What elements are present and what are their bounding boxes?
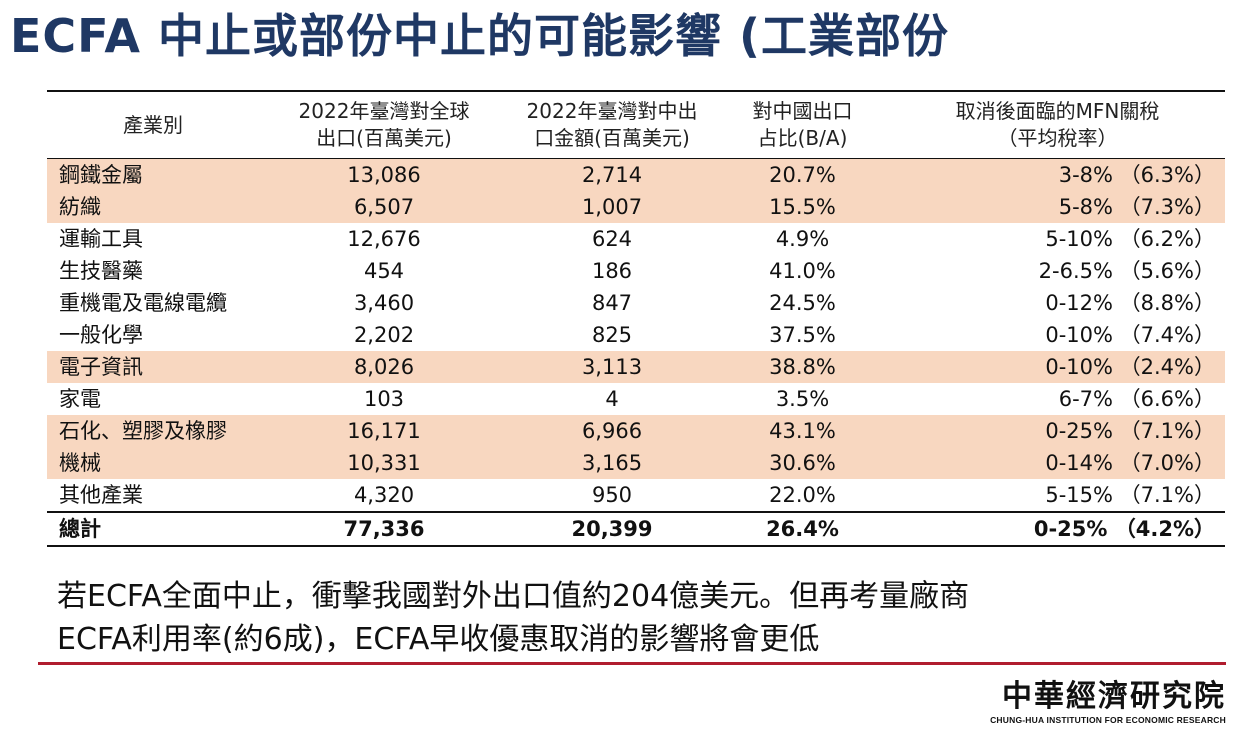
header-china-export: 2022年臺灣對中出 口金額(百萬美元) xyxy=(509,90,715,159)
total-china: 20,399 xyxy=(509,511,715,547)
global-export-cell: 12,676 xyxy=(347,227,421,251)
export-impact-table: 產業別 2022年臺灣對全球 出口(百萬美元) 2022年臺灣對中出 口金額(百… xyxy=(47,90,1225,547)
global-export-cell: 6,507 xyxy=(259,191,509,223)
global-export-cell: 4,320 xyxy=(353,483,415,507)
table-row: 家電 103 4 3.5% 6-7% （6.6%） xyxy=(47,383,1225,415)
china-export-cell: 825 xyxy=(591,323,633,347)
slide-title: ECFA 中止或部份中止的可能影響 (工業部份 xyxy=(10,9,949,63)
header-china-share-line2: 占比(B/A) xyxy=(757,126,848,150)
header-mfn-tariff-line1: 取消後面臨的MFN關稅 xyxy=(955,99,1160,123)
china-export-cell: 186 xyxy=(591,259,633,283)
mfn-tariff-cell: 5-10% （6.2%） xyxy=(1045,227,1215,251)
header-industry: 產業別 xyxy=(47,90,259,159)
china-share-cell: 38.8% xyxy=(715,351,890,383)
mfn-tariff-cell: 5-15% （7.1%） xyxy=(1045,483,1215,507)
china-export-cell: 2,714 xyxy=(509,158,715,191)
header-china-export-line1: 2022年臺灣對中出 xyxy=(526,99,698,123)
industry-cell: 生技醫藥 xyxy=(59,259,143,283)
global-export-cell: 13,086 xyxy=(259,158,509,191)
industry-cell: 機械 xyxy=(47,447,259,479)
global-export-cell: 2,202 xyxy=(353,323,415,347)
global-export-cell: 3,460 xyxy=(353,291,415,315)
china-export-cell: 624 xyxy=(591,227,633,251)
mfn-tariff-cell: 3-8% （6.3%） xyxy=(890,158,1225,191)
table-row: 紡織 6,507 1,007 15.5% 5-8% （7.3%） xyxy=(47,191,1225,223)
global-export-cell: 8,026 xyxy=(259,351,509,383)
table-header-row: 產業別 2022年臺灣對全球 出口(百萬美元) 2022年臺灣對中出 口金額(百… xyxy=(47,90,1225,159)
china-export-cell: 4 xyxy=(605,387,619,411)
global-export-cell: 103 xyxy=(363,387,405,411)
china-share-cell: 37.5% xyxy=(769,323,836,347)
table-row: 鋼鐵金屬 13,086 2,714 20.7% 3-8% （6.3%） xyxy=(47,158,1225,191)
mfn-tariff-cell: 0-10% （7.4%） xyxy=(1045,323,1215,347)
header-china-share: 對中國出口 占比(B/A) xyxy=(715,90,890,159)
table-row: 機械 10,331 3,165 30.6% 0-14% （7.0%） xyxy=(47,447,1225,479)
header-china-share-line1: 對中國出口 xyxy=(752,99,853,123)
table-row: 石化、塑膠及橡膠 16,171 6,966 43.1% 0-25% （7.1%） xyxy=(47,415,1225,447)
china-share-cell: 20.7% xyxy=(715,158,890,191)
header-global-export: 2022年臺灣對全球 出口(百萬美元) xyxy=(259,90,509,159)
total-share: 26.4% xyxy=(715,511,890,547)
global-export-cell: 10,331 xyxy=(259,447,509,479)
table-row: 生技醫藥 454 186 41.0% 2-6.5% （5.6%） xyxy=(47,255,1225,287)
global-export-cell: 16,171 xyxy=(259,415,509,447)
china-export-cell: 950 xyxy=(591,483,633,507)
summary-note: 若ECFA全面中止，衝擊我國對外出口值約204億美元。但再考量廠商 ECFA利用… xyxy=(57,575,1207,661)
mfn-tariff-cell: 5-8% （7.3%） xyxy=(890,191,1225,223)
industry-cell: 家電 xyxy=(59,387,101,411)
china-share-cell: 24.5% xyxy=(769,291,836,315)
table-row: 運輸工具 12,676 624 4.9% 5-10% （6.2%） xyxy=(47,223,1225,255)
summary-note-line1: 若ECFA全面中止，衝擊我國對外出口值約204億美元。但再考量廠商 xyxy=(57,579,970,614)
mfn-tariff-cell: 2-6.5% （5.6%） xyxy=(1038,259,1215,283)
total-row: 總計 77,336 20,399 26.4% 0-25% （4.2%） xyxy=(47,511,1225,547)
industry-cell: 一般化學 xyxy=(59,323,143,347)
china-share-cell: 3.5% xyxy=(775,387,830,411)
header-global-export-line1: 2022年臺灣對全球 xyxy=(298,99,470,123)
china-share-cell: 30.6% xyxy=(715,447,890,479)
industry-cell: 運輸工具 xyxy=(59,227,143,251)
total-name: 總計 xyxy=(47,511,259,547)
header-global-export-line2: 出口(百萬美元) xyxy=(316,126,452,150)
header-mfn-tariff: 取消後面臨的MFN關稅 （平均稅率） xyxy=(890,90,1225,159)
china-export-cell: 3,165 xyxy=(509,447,715,479)
industry-cell: 紡織 xyxy=(47,191,259,223)
mfn-tariff-cell: 0-14% （7.0%） xyxy=(890,447,1225,479)
summary-note-line2: ECFA利用率(約6成)，ECFA早收優惠取消的影響將會更低 xyxy=(57,622,820,657)
mfn-tariff-cell: 6-7% （6.6%） xyxy=(1058,387,1215,411)
industry-cell: 重機電及電線電纜 xyxy=(59,291,227,315)
divider-rule xyxy=(38,662,1226,665)
industry-cell: 石化、塑膠及橡膠 xyxy=(47,415,259,447)
mfn-tariff-cell: 0-10% （2.4%） xyxy=(890,351,1225,383)
china-share-cell: 43.1% xyxy=(715,415,890,447)
china-export-cell: 847 xyxy=(591,291,633,315)
institution-logo-english: CHUNG-HUA INSTITUTION FOR ECONOMIC RESEA… xyxy=(990,715,1226,725)
total-global: 77,336 xyxy=(259,511,509,547)
total-mfn: 0-25% （4.2%） xyxy=(890,511,1225,547)
china-export-cell: 6,966 xyxy=(509,415,715,447)
institution-logo-chinese: 中華經濟研究院 xyxy=(1002,679,1226,714)
china-share-cell: 41.0% xyxy=(769,259,836,283)
industry-cell: 電子資訊 xyxy=(47,351,259,383)
china-export-cell: 1,007 xyxy=(509,191,715,223)
header-industry-line1: 產業別 xyxy=(123,112,183,137)
china-share-cell: 4.9% xyxy=(775,227,830,251)
table-row: 一般化學 2,202 825 37.5% 0-10% （7.4%） xyxy=(47,319,1225,351)
china-export-cell: 3,113 xyxy=(509,351,715,383)
industry-cell: 鋼鐵金屬 xyxy=(47,158,259,191)
table-row: 重機電及電線電纜 3,460 847 24.5% 0-12% （8.8%） xyxy=(47,287,1225,319)
china-share-cell: 15.5% xyxy=(715,191,890,223)
china-share-cell: 22.0% xyxy=(769,483,836,507)
header-china-export-line2: 口金額(百萬美元) xyxy=(534,126,690,150)
header-mfn-tariff-line2: （平均稅率） xyxy=(997,126,1118,150)
industry-cell: 其他產業 xyxy=(59,483,143,507)
mfn-tariff-cell: 0-12% （8.8%） xyxy=(1045,291,1215,315)
mfn-tariff-cell: 0-25% （7.1%） xyxy=(890,415,1225,447)
table-row: 其他產業 4,320 950 22.0% 5-15% （7.1%） xyxy=(47,479,1225,512)
global-export-cell: 454 xyxy=(363,259,405,283)
table-row: 電子資訊 8,026 3,113 38.8% 0-10% （2.4%） xyxy=(47,351,1225,383)
